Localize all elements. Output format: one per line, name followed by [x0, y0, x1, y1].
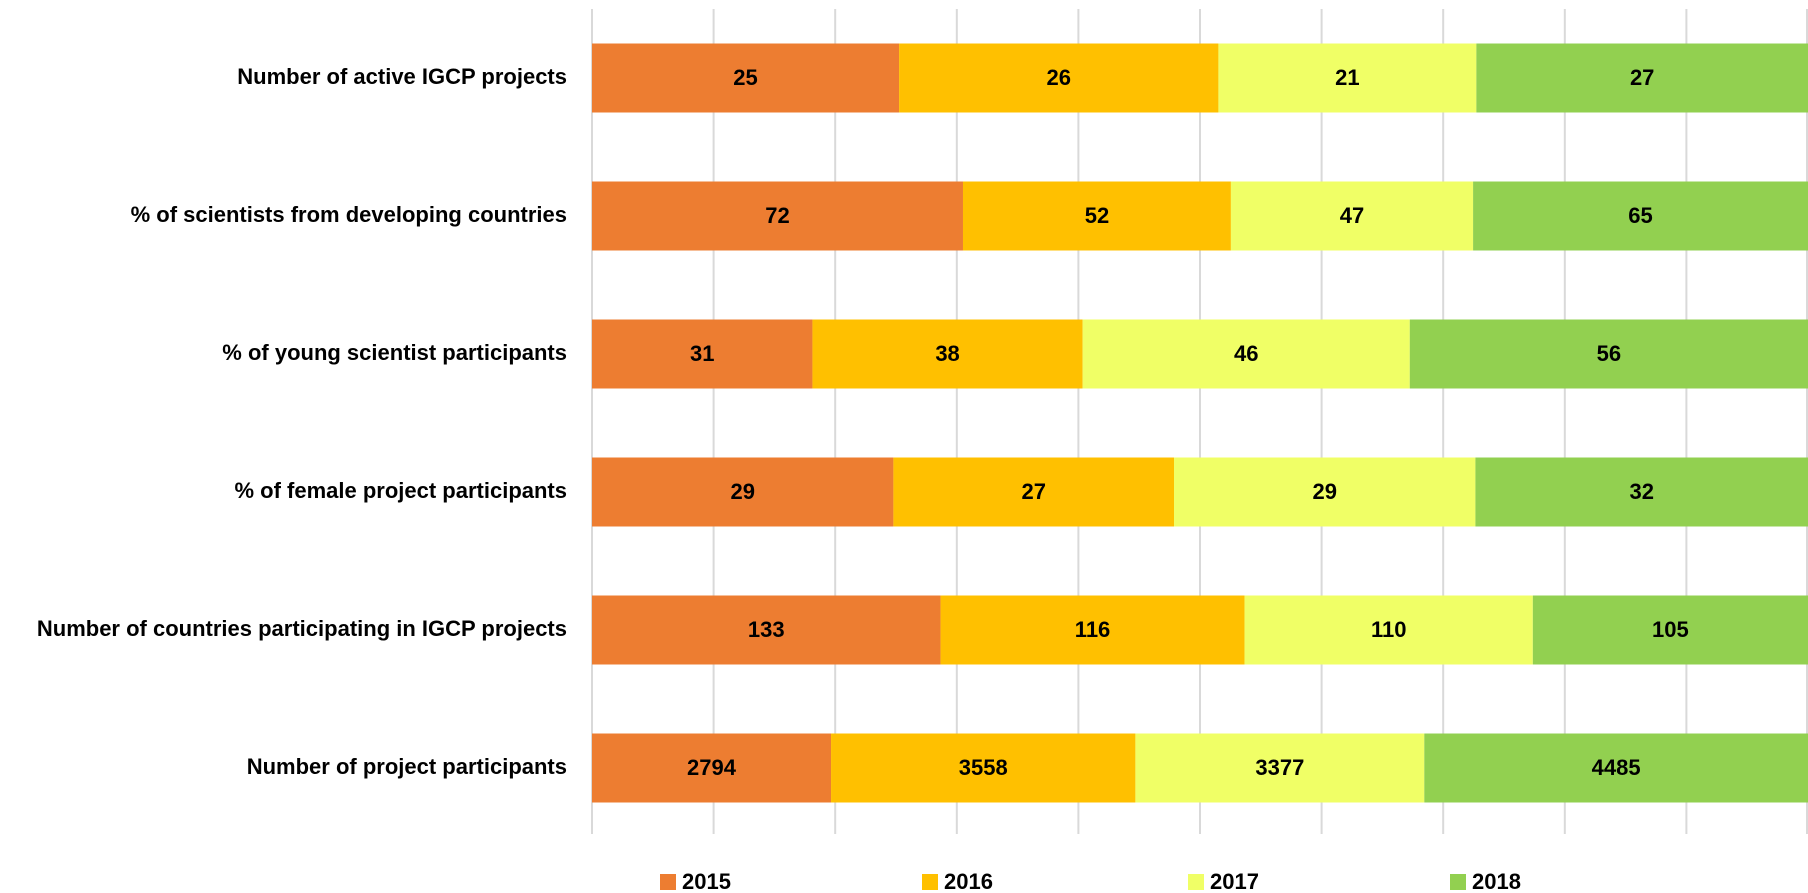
data-label: 25 [733, 65, 757, 90]
data-label: 26 [1047, 65, 1071, 90]
data-label: 65 [1628, 203, 1652, 228]
legend-swatch [1188, 874, 1204, 890]
bar-segment [812, 319, 1083, 389]
data-label: 29 [1312, 479, 1336, 504]
data-label: 4485 [1592, 755, 1641, 780]
bar-segment [899, 43, 1219, 113]
legend-label: 2018 [1472, 869, 1521, 893]
bar-segment [592, 595, 941, 665]
bar-segment [1230, 181, 1474, 251]
data-label: 56 [1597, 341, 1621, 366]
data-label: 116 [1075, 617, 1111, 642]
data-label: 31 [690, 341, 714, 366]
legend-label: 2015 [682, 869, 731, 893]
bar-segment [592, 733, 832, 803]
bar-segment [962, 181, 1231, 251]
data-label: 32 [1629, 479, 1653, 504]
category-label: % of young scientist participants [222, 340, 567, 365]
data-label: 105 [1652, 617, 1689, 642]
data-label: 27 [1630, 65, 1654, 90]
legend-label: 2017 [1210, 869, 1259, 893]
bar-segment [1244, 595, 1533, 665]
category-label: % of scientists from developing countrie… [131, 202, 567, 227]
data-label: 21 [1335, 65, 1359, 90]
data-label: 2794 [687, 755, 737, 780]
bar-segment [1473, 181, 1808, 251]
category-label: % of female project participants [234, 478, 567, 503]
bar-segment [1475, 457, 1808, 527]
data-label: 133 [748, 617, 785, 642]
bar-segment [1082, 319, 1410, 389]
data-label: 46 [1234, 341, 1258, 366]
data-label: 3377 [1255, 755, 1304, 780]
data-label: 52 [1085, 203, 1109, 228]
data-label: 72 [765, 203, 789, 228]
legend-label: 2016 [944, 869, 993, 893]
bar-segment [592, 181, 963, 251]
bar-segment [1476, 43, 1808, 113]
legend-swatch [1450, 874, 1466, 890]
category-label: Number of active IGCP projects [237, 64, 567, 89]
legend-swatch [922, 874, 938, 890]
bar-segment [831, 733, 1136, 803]
bar-segment [940, 595, 1245, 665]
data-label: 29 [730, 479, 754, 504]
data-label: 110 [1371, 617, 1407, 642]
bar-segment [1135, 733, 1425, 803]
legend-swatch [660, 874, 676, 890]
data-label: 38 [935, 341, 959, 366]
bar-segment [592, 457, 894, 527]
bar-segment [592, 319, 813, 389]
data-label: 47 [1340, 203, 1364, 228]
bar-segment [592, 43, 900, 113]
bar-segment [1424, 733, 1808, 803]
bar-segment [1409, 319, 1808, 389]
category-label: Number of countries participating in IGC… [37, 616, 567, 641]
bar-segment [893, 457, 1175, 527]
bar-segment [1218, 43, 1477, 113]
data-label: 27 [1021, 479, 1045, 504]
bar-segment [1532, 595, 1808, 665]
bar-segment [1174, 457, 1476, 527]
category-label: Number of project participants [247, 754, 567, 779]
data-label: 3558 [959, 755, 1008, 780]
